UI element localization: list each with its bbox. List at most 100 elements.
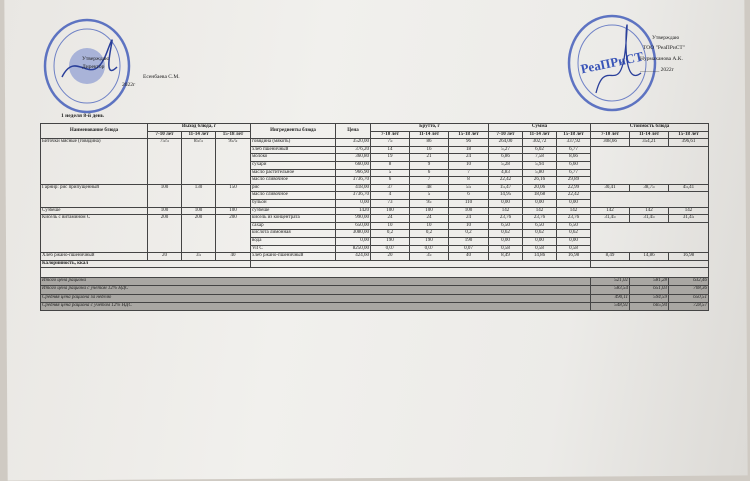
- spacer-row: [40, 267, 709, 279]
- ingredient-brutto: 6: [448, 191, 489, 200]
- ingredient-brutto: 24: [370, 214, 410, 223]
- ingredient-brutto: 100: [409, 206, 449, 216]
- ingredient-sum: 6,50: [488, 221, 523, 231]
- summary-value: 632,46: [668, 277, 709, 287]
- dish-yield: 40: [215, 252, 251, 261]
- ingredient-brutto: 37: [370, 183, 410, 193]
- header-age: 15-18 лет: [448, 130, 489, 140]
- header-yield: Выход блюда, г: [147, 123, 251, 132]
- ingredient-sum: 0,58: [488, 244, 523, 254]
- dish-yield: 35: [181, 252, 216, 261]
- ingredient-brutto: 10: [370, 221, 410, 231]
- ingredient-sum: 18,68: [522, 191, 557, 200]
- cost-blank: [590, 221, 709, 254]
- dish-yield: 100: [147, 206, 182, 216]
- year-left: 2022г: [122, 82, 136, 88]
- summary-row: Средняя цена рациона за неделю 490,11 594,…: [40, 293, 709, 303]
- summary-value: 548,92: [590, 301, 630, 312]
- table-row: Кисель с витамином С 200 200 200 кисель из к…: [40, 214, 709, 254]
- table-row: Биточки мясные (говядина) 75/5 85/5 95/5 гов…: [40, 138, 709, 185]
- ingredient-sum: 29,89: [556, 176, 591, 185]
- ingredient-brutto: 75: [370, 138, 410, 147]
- menu-day: 1 неделя 8-й день: [61, 113, 104, 119]
- signer-left: Есенбаева С.М.: [143, 74, 180, 80]
- ingredient-price: 418,00: [335, 183, 371, 193]
- dish-cost: 142: [590, 206, 630, 216]
- ingredient-sum: 23,76: [488, 214, 523, 223]
- summary-row: Итого цена рациона с учетом 12% НДС 583,5…: [40, 285, 709, 295]
- ingredient-sum: 142: [488, 206, 523, 216]
- ingredient-brutto: 7: [409, 176, 449, 185]
- spacer-cell: [40, 267, 709, 279]
- dish-name: Гарнир: рис припущенный: [40, 183, 148, 208]
- summary-value: 594,59: [629, 293, 669, 303]
- ingredient-name: Vit C: [250, 244, 336, 254]
- ingredient-brutto: 86: [409, 138, 449, 147]
- svg-text:РеаПРиСТ: РеаПРиСТ: [579, 48, 645, 76]
- dish-yield: 200: [147, 214, 182, 254]
- summary-value: 521,02: [590, 277, 630, 287]
- calories-label: Калорийность, ккал: [40, 259, 251, 269]
- ingredient-brutto: 5: [409, 191, 449, 200]
- table-row: Гарнир: рис припущенный 100 130 150 рис 418,0…: [40, 183, 709, 208]
- header-age: 7-10 лет: [590, 130, 630, 140]
- ingredient-sum: 302,72: [522, 138, 557, 147]
- ingredient-brutto: 35: [409, 252, 449, 261]
- ingredient-price: 3736,70: [335, 176, 371, 185]
- dish-cost: 45,41: [668, 183, 709, 193]
- ingredient-sum: 6,50: [556, 221, 591, 231]
- ingredient-sum: 6,86: [488, 153, 523, 162]
- ingredient-brutto: 24: [448, 214, 489, 223]
- dish-cost: 142: [668, 206, 709, 216]
- ingredient-sum: 0,00: [488, 198, 523, 208]
- dish-yield: 20: [147, 252, 182, 261]
- ingredient-name: хлеб ржано-пшеничный: [250, 252, 336, 261]
- ingredient-price: 966,90: [335, 168, 371, 178]
- ingredient-sum: 16,98: [556, 252, 591, 261]
- ingredient-name: бульон: [250, 198, 336, 208]
- header-ingredients: Ингредиенты блюда: [250, 122, 336, 140]
- cost-blank: [590, 191, 709, 208]
- ingredient-price: 8250,00: [335, 244, 371, 254]
- ingredient-brutto: 190: [409, 236, 449, 246]
- summary-value: 583,54: [590, 285, 630, 295]
- dish-cost: 31,45: [629, 214, 669, 223]
- ingredient-brutto: 110: [448, 198, 489, 208]
- dish-cost: 354,21: [629, 138, 669, 147]
- summary-label: Средняя цена рациона с учетом 12% НДС: [40, 301, 591, 312]
- left-stamp: [43, 18, 131, 114]
- ingredient-name: масло сливочное: [250, 191, 336, 200]
- summary-value: 651,03: [629, 285, 669, 295]
- ingredient-name: молоко: [250, 153, 336, 162]
- summary-label: Итого цена рациона: [40, 277, 591, 287]
- ingredient-price: 424,60: [335, 252, 371, 261]
- ingredient-brutto: 73: [370, 198, 410, 208]
- ingredient-name: сухари: [250, 160, 336, 170]
- ingredient-brutto: 9: [409, 160, 449, 170]
- ingredient-brutto: 8: [448, 176, 489, 185]
- ingredient-brutto: 0,07: [448, 244, 489, 254]
- dish-cost: 396,61: [668, 138, 709, 147]
- header-age: 11-14 лет: [522, 130, 557, 140]
- summary-value: 708,36: [668, 285, 709, 295]
- ingredient-brutto: 19: [370, 153, 410, 162]
- dish-cost: 31,45: [668, 214, 709, 223]
- summary-row: Итого цена рациона 521,02 581,28 632,46: [40, 277, 709, 287]
- table-row: молоко 360,80 19 21 24 6,86 7,58 8,66: [41, 153, 709, 162]
- dish-yield: 130: [181, 183, 216, 208]
- ingredient-sum: 5,28: [488, 160, 523, 170]
- dish-yield: 200: [215, 214, 251, 254]
- ingredient-brutto: 40: [448, 252, 489, 261]
- summary-label: Итого цена рациона с учетом 12% НДС: [40, 285, 591, 295]
- ingredient-price: 376,20: [335, 145, 371, 155]
- table-row: Сузбеше 100 100 100 сузбеше 1420 100 100 100 142 1…: [40, 206, 709, 216]
- ingredient-sum: 5,80: [522, 168, 557, 178]
- ingredient-sum: 4,83: [488, 168, 523, 178]
- ingredient-name: хлеб пшеничный: [250, 145, 336, 155]
- ingredient-name: говядина (мякоть): [250, 138, 336, 147]
- ingredient-brutto: 6: [409, 168, 449, 178]
- ingredient-brutto: 16: [409, 145, 449, 155]
- ingredient-sum: 14,86: [522, 252, 557, 261]
- signer-right: Нурмаханова А.К.: [640, 56, 683, 62]
- ingredient-price: 660,00: [335, 160, 371, 170]
